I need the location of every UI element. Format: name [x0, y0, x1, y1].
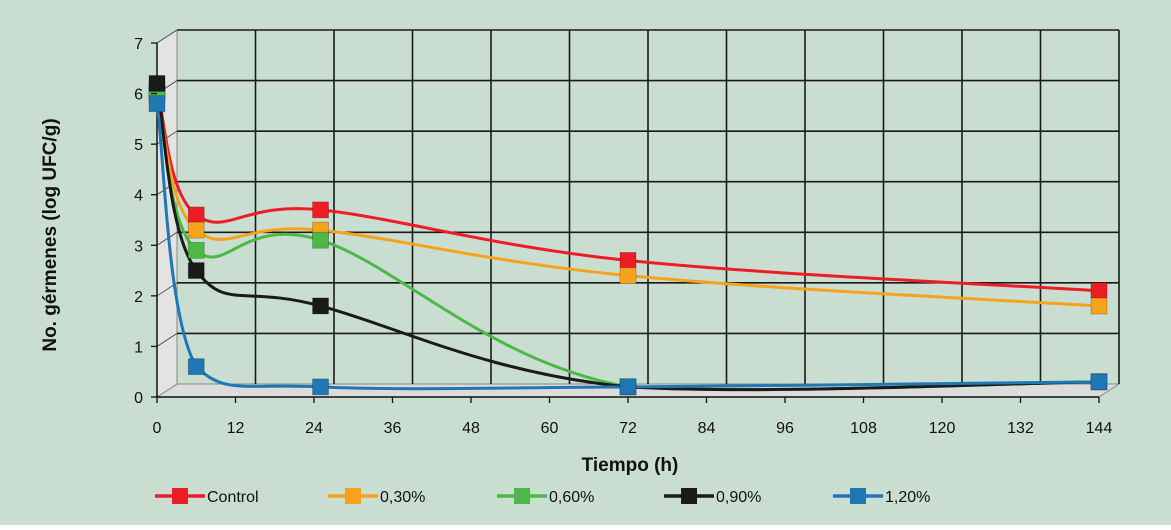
legend-label: 0,30%	[380, 489, 425, 506]
x-tick-label: 120	[929, 420, 956, 437]
data-point-marker	[619, 378, 637, 396]
x-tick-label: 96	[776, 420, 794, 437]
data-point-marker	[187, 358, 205, 376]
series-line	[155, 103, 1100, 391]
data-point-marker	[1090, 297, 1108, 315]
legend-label: 1,20%	[885, 489, 930, 506]
y-axis-label: No. gérmenes (log UFC/g)	[40, 118, 61, 351]
data-point-marker	[187, 206, 205, 224]
x-tick-label: 132	[1007, 420, 1034, 437]
data-point-marker	[312, 201, 329, 219]
data-point-marker	[619, 252, 637, 269]
legend-label: Control	[207, 489, 259, 506]
x-axis-label: Tiempo (h)	[582, 455, 679, 476]
x-tick-label: 84	[698, 420, 716, 437]
x-tick-label: 24	[305, 420, 323, 437]
legend-label: 0,90%	[716, 489, 761, 506]
y-gridline-depth	[156, 29, 178, 44]
legend-label: 0,60%	[549, 489, 594, 506]
data-point-marker	[312, 297, 329, 315]
x-tick-label: 108	[850, 420, 877, 437]
y-tick-label: 7	[134, 36, 143, 53]
data-point-marker	[148, 75, 166, 92]
x-tick-label: 36	[384, 420, 402, 437]
y-tick-label: 6	[134, 87, 143, 104]
x-tick-label: 144	[1086, 420, 1113, 437]
legend: Control 0,30% 0,60% 0,90% 1,20%	[155, 488, 930, 506]
legend-swatch-marker	[172, 488, 188, 504]
data-point-marker	[1090, 282, 1108, 300]
data-point-marker	[619, 267, 637, 285]
data-point-marker	[148, 95, 166, 113]
y-tick-label: 5	[134, 137, 143, 154]
series-line	[155, 83, 1100, 392]
data-point-marker	[312, 231, 329, 249]
data-point-marker	[187, 221, 205, 239]
y-tick-label: 0	[134, 390, 143, 407]
x-tick-label: 48	[462, 420, 480, 437]
y-tick-label: 1	[134, 339, 143, 356]
y-tick-label: 2	[134, 289, 143, 306]
y-gridline-depth	[156, 231, 178, 246]
y-gridline-depth	[156, 333, 178, 347]
legend-swatch-marker	[514, 488, 530, 504]
series-lines	[148, 75, 1108, 396]
x-tick-label: 12	[227, 420, 245, 437]
data-point-marker	[187, 262, 205, 279]
y-tick-label: 4	[134, 188, 143, 205]
data-point-marker	[187, 241, 205, 259]
legend-swatch-marker	[345, 488, 361, 504]
data-point-marker	[312, 378, 329, 396]
legend-swatch-marker	[681, 488, 697, 504]
x-tick-label: 0	[153, 420, 162, 437]
x-tick-label: 72	[619, 420, 637, 437]
legend-swatch-marker	[850, 488, 866, 504]
x-tick-label: 60	[541, 420, 559, 437]
data-point-marker	[1090, 373, 1108, 391]
series-line	[155, 93, 1100, 308]
y-tick-label: 3	[134, 238, 143, 255]
